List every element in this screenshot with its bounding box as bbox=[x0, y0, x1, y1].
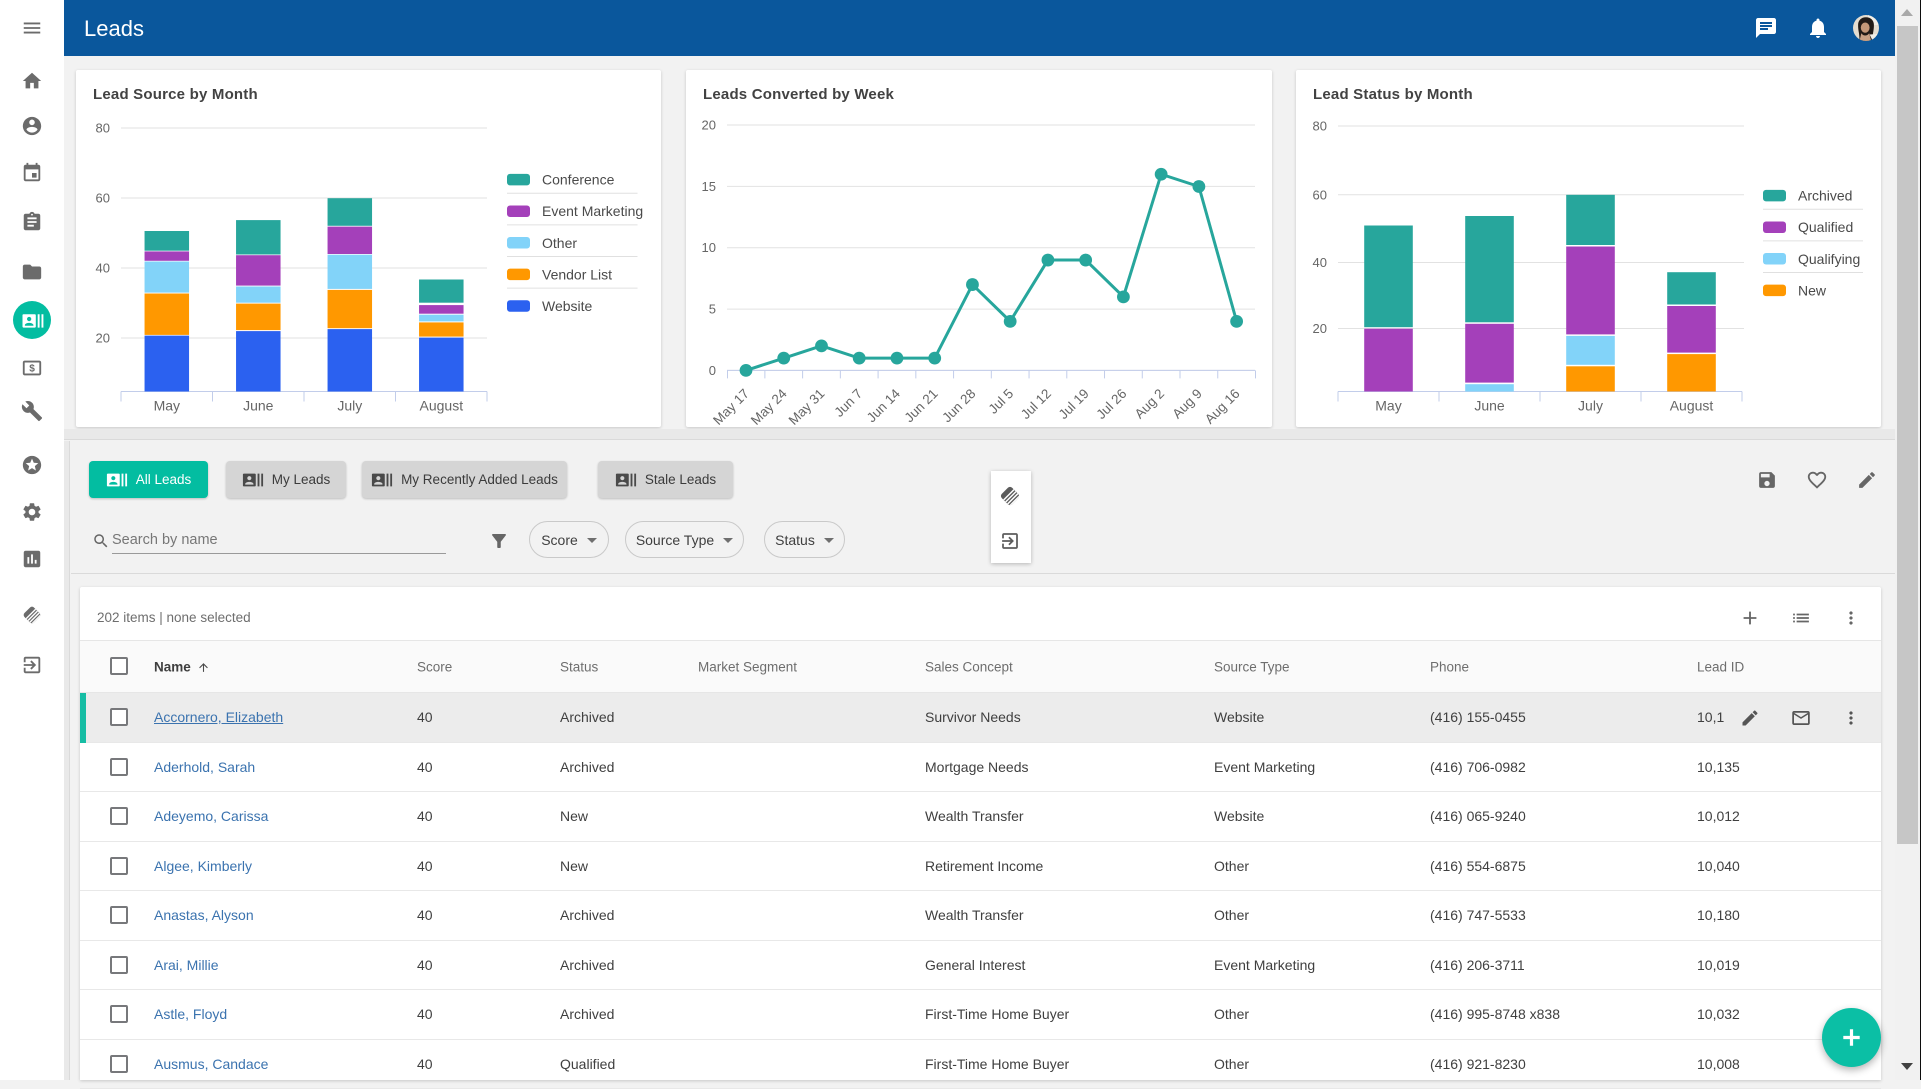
svg-text:August: August bbox=[420, 398, 464, 414]
svg-text:Aug 2: Aug 2 bbox=[1132, 386, 1168, 422]
svg-text:Qualified: Qualified bbox=[1798, 219, 1853, 235]
svg-text:July: July bbox=[1578, 398, 1603, 414]
svg-text:20: 20 bbox=[1313, 321, 1327, 336]
svg-text:60: 60 bbox=[96, 191, 110, 206]
svg-text:Aug 9: Aug 9 bbox=[1169, 386, 1205, 422]
svg-text:July: July bbox=[337, 398, 362, 414]
svg-text:Jul 19: Jul 19 bbox=[1056, 386, 1092, 422]
svg-text:May 17: May 17 bbox=[710, 386, 752, 427]
svg-text:June: June bbox=[243, 398, 274, 414]
svg-text:20: 20 bbox=[96, 331, 110, 346]
svg-text:Jun 7: Jun 7 bbox=[831, 386, 865, 420]
svg-text:Event Marketing: Event Marketing bbox=[542, 203, 643, 219]
svg-text:80: 80 bbox=[96, 121, 110, 136]
svg-text:Jul 5: Jul 5 bbox=[986, 386, 1017, 417]
svg-text:15: 15 bbox=[702, 179, 716, 194]
svg-text:Jul 26: Jul 26 bbox=[1093, 386, 1129, 422]
svg-text:60: 60 bbox=[1313, 187, 1327, 202]
svg-text:Archived: Archived bbox=[1798, 188, 1852, 204]
svg-text:May: May bbox=[154, 398, 180, 414]
svg-text:$: $ bbox=[29, 364, 35, 375]
svg-text:Jun 28: Jun 28 bbox=[939, 386, 978, 425]
svg-text:Conference: Conference bbox=[542, 172, 615, 188]
svg-text:Other: Other bbox=[542, 235, 577, 251]
svg-text:June: June bbox=[1474, 398, 1505, 414]
svg-text:0: 0 bbox=[709, 363, 716, 378]
svg-text:20: 20 bbox=[702, 118, 716, 133]
svg-text:August: August bbox=[1670, 398, 1714, 414]
svg-text:Jul 12: Jul 12 bbox=[1018, 386, 1054, 422]
svg-text:Qualifying: Qualifying bbox=[1798, 251, 1860, 267]
svg-text:New: New bbox=[1798, 282, 1827, 298]
svg-text:May: May bbox=[1375, 398, 1401, 414]
svg-text:May 31: May 31 bbox=[786, 386, 828, 427]
svg-text:5: 5 bbox=[709, 302, 716, 317]
svg-text:40: 40 bbox=[96, 261, 110, 276]
svg-text:10: 10 bbox=[702, 240, 716, 255]
svg-text:Website: Website bbox=[542, 298, 593, 314]
svg-text:Jun 14: Jun 14 bbox=[864, 386, 904, 426]
svg-text:80: 80 bbox=[1313, 119, 1327, 134]
svg-text:Jun 21: Jun 21 bbox=[902, 386, 941, 425]
svg-text:Aug 16: Aug 16 bbox=[1202, 386, 1243, 427]
svg-text:40: 40 bbox=[1313, 255, 1327, 270]
svg-text:Vendor List: Vendor List bbox=[542, 266, 612, 282]
svg-text:May 24: May 24 bbox=[748, 386, 790, 427]
